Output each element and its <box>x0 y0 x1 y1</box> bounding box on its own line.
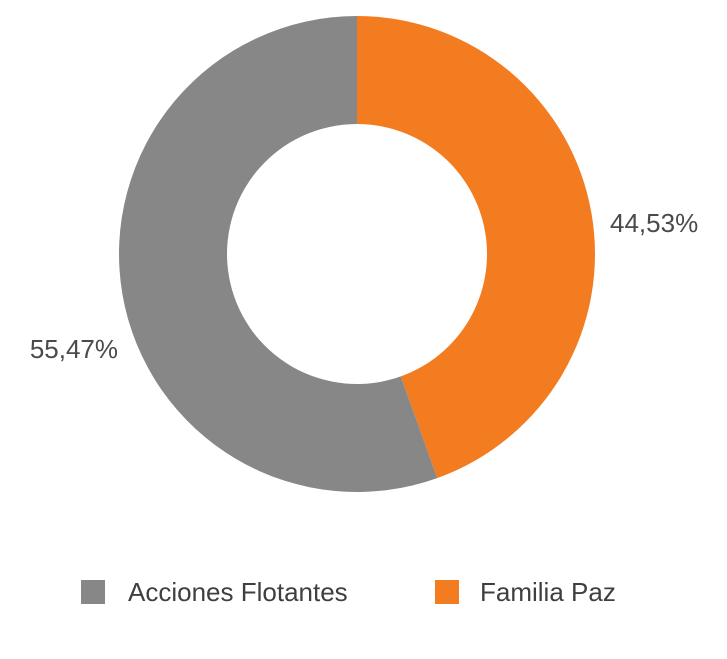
legend-label-acciones-flotantes: Acciones Flotantes <box>128 577 348 607</box>
data-label-familia-paz: 44,53% <box>610 208 698 238</box>
donut-slices <box>118 16 595 492</box>
legend-swatch-acciones-flotantes <box>81 580 105 604</box>
legend: Acciones Flotantes Familia Paz <box>81 577 616 607</box>
donut-slice-familia-paz[interactable] <box>357 16 595 479</box>
donut-slice-acciones-flotantes[interactable] <box>118 16 438 492</box>
data-label-acciones-flotantes: 55,47% <box>30 334 118 364</box>
legend-item-familia-paz[interactable]: Familia Paz <box>435 577 616 607</box>
legend-label-familia-paz: Familia Paz <box>480 577 616 607</box>
legend-item-acciones-flotantes[interactable]: Acciones Flotantes <box>81 577 348 607</box>
legend-swatch-familia-paz <box>435 580 459 604</box>
